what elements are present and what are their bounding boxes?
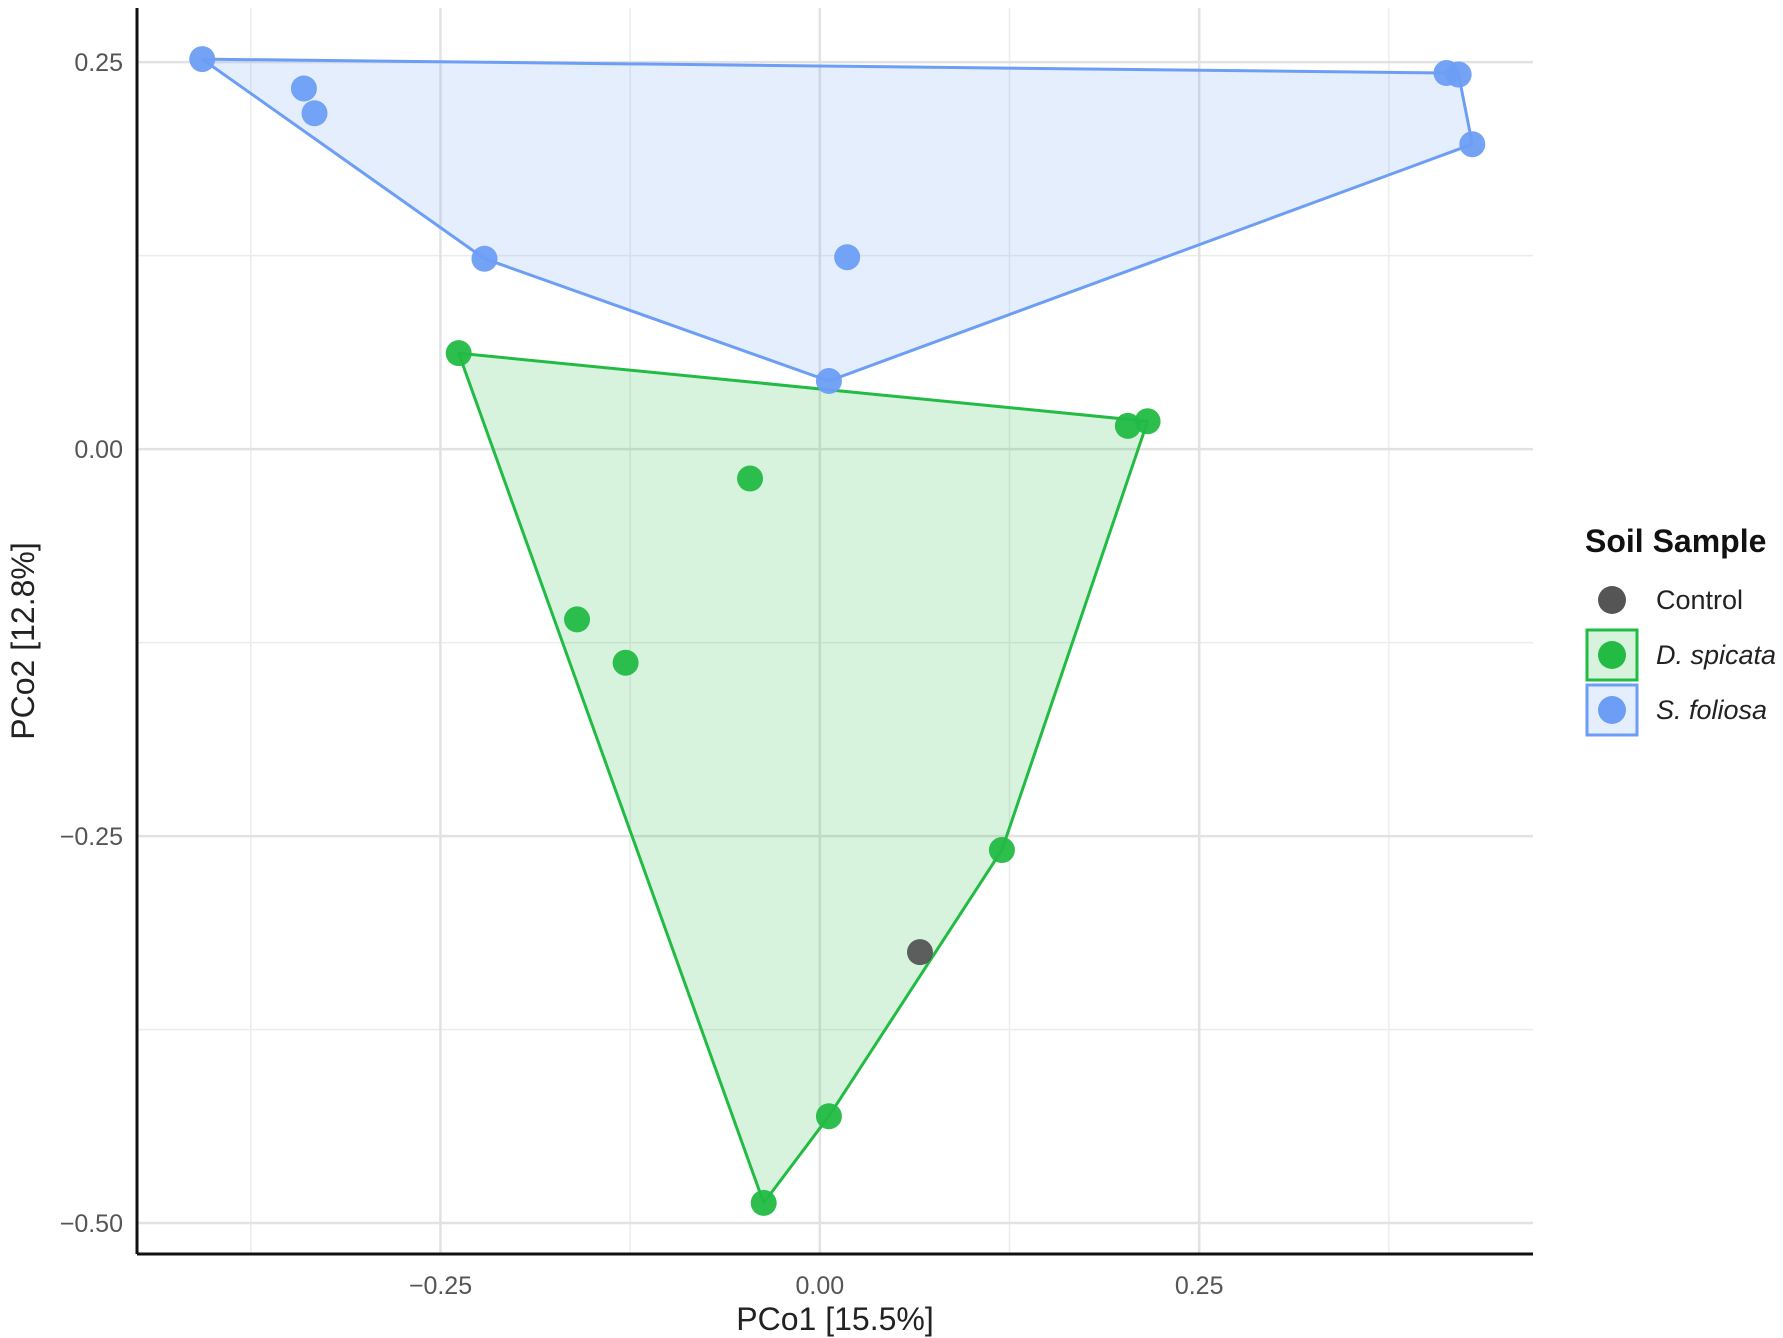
point-s-foliosa-8 xyxy=(1459,131,1486,158)
point-s-foliosa-1 xyxy=(290,75,317,102)
point-s-foliosa-4 xyxy=(834,244,861,271)
legend-label-d-spicata: D. spicata xyxy=(1656,640,1776,670)
tick-labels: −0.25 0.00 0.25 0.25 0.00 −0.25 −0.50 xyxy=(60,49,1224,1300)
axes xyxy=(135,8,1533,1256)
point-s-foliosa-3 xyxy=(471,245,498,272)
x-tick-label: −0.25 xyxy=(409,1272,472,1300)
hull-d-spicata xyxy=(457,351,1150,1205)
y-axis-title: PCo2 [12.8%] xyxy=(5,542,41,739)
grid xyxy=(137,8,1533,1254)
x-tick-label: 0.00 xyxy=(795,1272,844,1300)
y-tick-label: −0.25 xyxy=(60,823,123,851)
legend-label-control: Control xyxy=(1656,585,1743,615)
point-d-spicata-4 xyxy=(564,606,591,633)
legend: Soil Sample Control D. spicata S. foliosa xyxy=(1585,523,1776,737)
point-s-foliosa-2 xyxy=(301,100,328,127)
legend-label-s-foliosa: S. foliosa xyxy=(1656,695,1767,725)
y-tick-label: 0.00 xyxy=(74,436,123,464)
points xyxy=(189,46,1486,1216)
point-d-spicata-8 xyxy=(750,1189,777,1216)
point-d-spicata-3 xyxy=(737,465,764,492)
legend-key-d-spicata xyxy=(1598,641,1626,669)
legend-key-s-foliosa xyxy=(1598,696,1626,724)
point-s-foliosa-5 xyxy=(815,368,842,395)
point-s-foliosa-0 xyxy=(189,46,216,73)
legend-items: Control D. spicata S. foliosa xyxy=(1585,585,1776,737)
hulls xyxy=(200,57,1474,1205)
point-d-spicata-7 xyxy=(815,1103,842,1130)
point-d-spicata-0 xyxy=(445,340,472,367)
x-tick-label: 0.25 xyxy=(1175,1272,1224,1300)
legend-key-control xyxy=(1598,586,1626,614)
point-s-foliosa-7 xyxy=(1445,61,1472,88)
point-d-spicata-6 xyxy=(988,837,1015,864)
point-d-spicata-5 xyxy=(612,649,639,676)
y-tick-label: −0.50 xyxy=(60,1210,123,1238)
point-d-spicata-1 xyxy=(1114,412,1141,439)
y-tick-label: 0.25 xyxy=(74,49,123,77)
hull-s-foliosa xyxy=(200,57,1474,383)
x-axis-title: PCo1 [15.5%] xyxy=(736,1301,933,1337)
point-d-spicata-2 xyxy=(1134,408,1161,435)
legend-title: Soil Sample xyxy=(1585,523,1766,559)
point-control-0 xyxy=(906,939,933,966)
